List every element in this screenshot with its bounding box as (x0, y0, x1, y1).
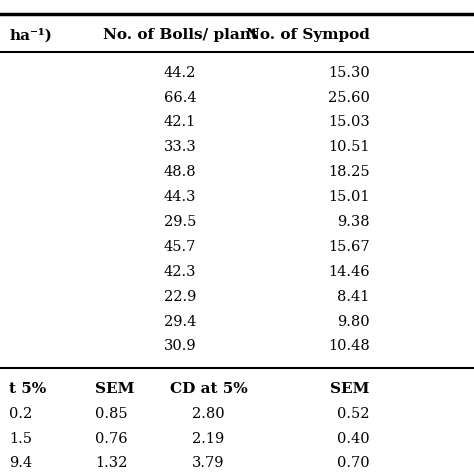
Text: 45.7: 45.7 (164, 240, 196, 254)
Text: SEM: SEM (330, 382, 370, 396)
Text: 0.40: 0.40 (337, 431, 370, 446)
Text: ha⁻¹): ha⁻¹) (9, 28, 52, 43)
Text: 48.8: 48.8 (164, 165, 196, 179)
Text: 22.9: 22.9 (164, 290, 196, 304)
Text: 0.76: 0.76 (95, 431, 128, 446)
Text: 42.1: 42.1 (164, 116, 196, 129)
Text: 0.70: 0.70 (337, 456, 370, 470)
Text: 30.9: 30.9 (164, 339, 196, 354)
Text: 2.80: 2.80 (192, 407, 225, 420)
Text: 29.4: 29.4 (164, 315, 196, 328)
Text: 15.03: 15.03 (328, 116, 370, 129)
Text: 15.67: 15.67 (328, 240, 370, 254)
Text: t 5%: t 5% (9, 382, 47, 396)
Text: No. of Bolls/ plant: No. of Bolls/ plant (103, 28, 257, 42)
Text: 1.32: 1.32 (95, 456, 127, 470)
Text: 42.3: 42.3 (164, 265, 196, 279)
Text: 66.4: 66.4 (164, 91, 196, 105)
Text: 29.5: 29.5 (164, 215, 196, 229)
Text: No. of Sympod: No. of Sympod (246, 28, 370, 42)
Text: 0.2: 0.2 (9, 407, 33, 420)
Text: 1.5: 1.5 (9, 431, 33, 446)
Text: 44.2: 44.2 (164, 66, 196, 80)
Text: CD at 5%: CD at 5% (170, 382, 247, 396)
Text: 25.60: 25.60 (328, 91, 370, 105)
Text: 8.41: 8.41 (337, 290, 370, 304)
Text: 15.01: 15.01 (328, 190, 370, 204)
Text: SEM: SEM (95, 382, 134, 396)
Text: 10.51: 10.51 (328, 140, 370, 155)
Text: 33.3: 33.3 (164, 140, 197, 155)
Text: 14.46: 14.46 (328, 265, 370, 279)
Text: 0.85: 0.85 (95, 407, 128, 420)
Text: 44.3: 44.3 (164, 190, 196, 204)
Text: 18.25: 18.25 (328, 165, 370, 179)
Text: 2.19: 2.19 (192, 431, 225, 446)
Text: 9.4: 9.4 (9, 456, 33, 470)
Text: 10.48: 10.48 (328, 339, 370, 354)
Text: 9.38: 9.38 (337, 215, 370, 229)
Text: 15.30: 15.30 (328, 66, 370, 80)
Text: 0.52: 0.52 (337, 407, 370, 420)
Text: 3.79: 3.79 (192, 456, 225, 470)
Text: 9.80: 9.80 (337, 315, 370, 328)
